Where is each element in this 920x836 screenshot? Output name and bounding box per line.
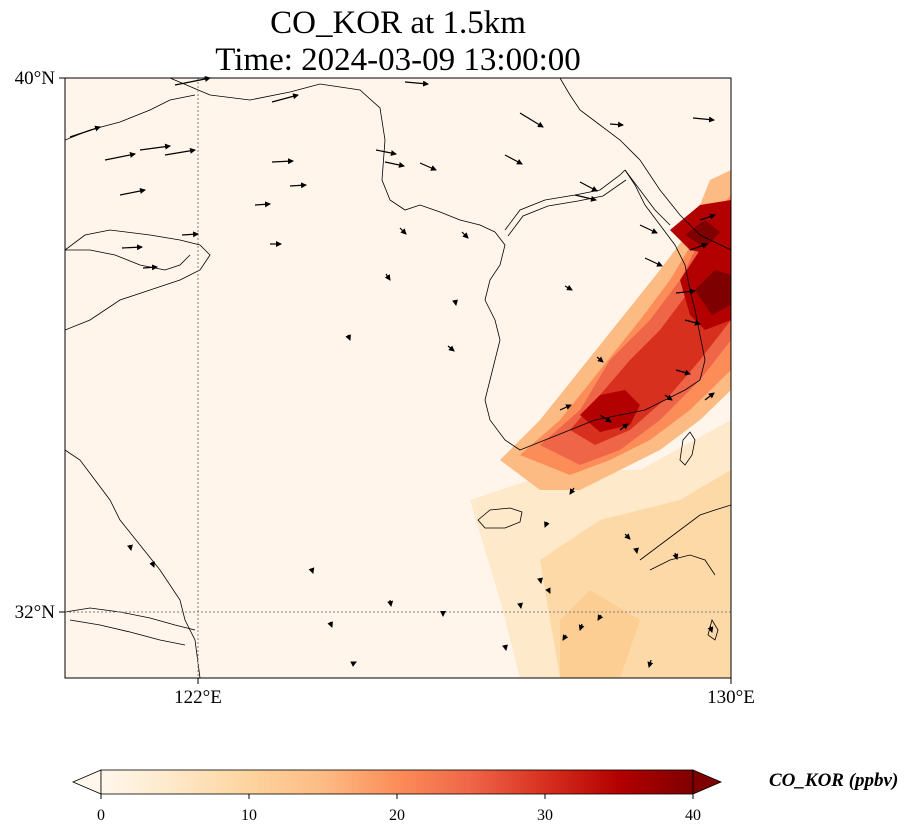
wind-arrow (689, 242, 708, 251)
colorbar-tick-label: 0 (97, 807, 105, 824)
lon-label-122e: 122°E (174, 687, 222, 708)
wind-arrow (127, 544, 133, 551)
map-frame (64, 77, 732, 679)
colorbar-extend-max (692, 769, 723, 795)
wind-arrow (579, 181, 598, 192)
wind-arrow (164, 147, 196, 156)
wind-arrow (699, 213, 716, 221)
lat-label-40n: 40°N (15, 68, 56, 89)
lon-label-130e: 130°E (707, 687, 755, 708)
wind-arrow (675, 288, 696, 295)
wind-arrow (619, 423, 629, 431)
wind-arrow (609, 121, 624, 128)
wind-arrow (121, 244, 143, 251)
wind-arrow (174, 76, 211, 86)
wind-arrow (647, 659, 654, 668)
wind-arrow (597, 614, 604, 621)
colorbar-tick-label: 30 (537, 807, 553, 824)
colorbar-extend-min (71, 769, 102, 795)
wind-arrow (545, 587, 551, 594)
wind-arrow (624, 533, 631, 540)
wind-arrow (327, 621, 333, 628)
wind-arrow (119, 188, 146, 196)
wind-arrow (384, 273, 391, 281)
map-title-line2: Time: 2024-03-09 13:00:00 (215, 42, 581, 78)
wind-arrow (69, 125, 101, 138)
wind-arrow (684, 319, 701, 326)
wind-arrow (404, 80, 429, 87)
wind-arrow (633, 547, 639, 554)
wind-arrow (399, 227, 407, 235)
wind-arrow (639, 224, 658, 234)
wind-arrow (345, 334, 351, 341)
wind-vectors (69, 76, 716, 668)
gridlines (65, 78, 731, 678)
colorbar-tick-label: 10 (241, 807, 257, 824)
colorbar-ticks: 0 10 20 30 40 (97, 794, 701, 824)
wind-arrow (387, 599, 394, 607)
wind-arrow (564, 284, 573, 291)
wind-arrow (384, 161, 405, 168)
wind-arrow (544, 521, 550, 528)
wind-arrow (599, 414, 612, 423)
wind-arrow (461, 231, 469, 239)
wind-arrow (517, 602, 523, 609)
wind-arrow (569, 487, 576, 495)
wind-arrow (596, 356, 604, 363)
wind-arrow (375, 149, 397, 156)
wind-arrow (574, 194, 597, 202)
wind-arrow (537, 577, 543, 584)
colorbar-gradient (100, 769, 694, 795)
coastlines (65, 78, 731, 678)
colorbar: 0 10 20 30 40 (71, 769, 723, 824)
wind-arrow (704, 392, 715, 401)
co-concentration-field (470, 170, 731, 678)
wind-arrow (271, 93, 299, 103)
wind-arrow (419, 162, 437, 171)
axis-ticks (59, 77, 732, 684)
colorbar-tick-label: 20 (389, 807, 405, 824)
wind-arrow (350, 661, 357, 667)
wind-arrow (675, 369, 691, 376)
wind-arrow (149, 561, 155, 568)
wind-arrow (504, 154, 523, 165)
wind-arrow (271, 158, 294, 165)
colorbar-label: CO_KOR (ppbv) (769, 770, 899, 791)
wind-arrow (308, 567, 315, 574)
wind-arrow (181, 231, 199, 238)
wind-arrow (139, 143, 171, 151)
colorbar-tick-label: 40 (685, 807, 701, 824)
wind-arrow (692, 116, 715, 123)
lat-label-32n: 32°N (15, 602, 56, 623)
wind-arrow (578, 623, 585, 631)
map-title-line1: CO_KOR at 1.5km (270, 5, 526, 41)
wind-arrow (707, 625, 714, 633)
wind-arrow (452, 299, 458, 306)
wind-arrow (672, 552, 679, 560)
wind-arrow (289, 182, 307, 189)
wind-arrow (644, 257, 663, 267)
wind-arrow (447, 345, 455, 352)
wind-arrow (519, 112, 544, 128)
wind-arrow (562, 634, 569, 641)
wind-arrow (104, 152, 136, 161)
wind-arrow (502, 644, 508, 651)
wind-arrow (664, 394, 673, 401)
wind-arrow (559, 404, 572, 411)
wind-arrow (142, 264, 158, 271)
wind-arrow (254, 201, 271, 208)
